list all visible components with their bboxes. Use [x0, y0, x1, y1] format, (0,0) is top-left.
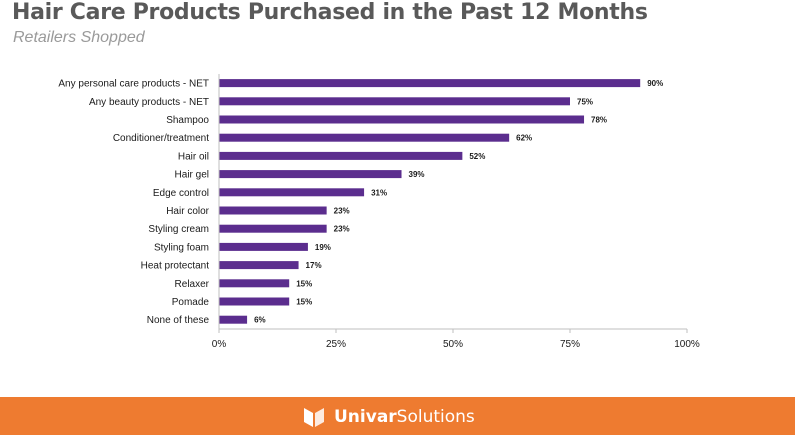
category-label: Any personal care products - NET — [58, 79, 209, 90]
x-tick-label: 0% — [212, 339, 227, 350]
x-tick-label: 50% — [443, 339, 463, 350]
footer-bar: Univar Solutions — [0, 397, 795, 435]
bar — [219, 151, 463, 160]
data-label: 19% — [315, 243, 331, 252]
bar — [219, 261, 299, 270]
bar — [219, 188, 365, 197]
x-tick-label: 25% — [326, 339, 346, 350]
data-label: 52% — [469, 152, 485, 161]
data-label: 15% — [296, 298, 312, 307]
bar — [219, 297, 290, 306]
bar — [219, 224, 327, 233]
category-label: Pomade — [172, 297, 210, 308]
data-label: 90% — [647, 79, 663, 88]
x-tick-label: 75% — [560, 339, 580, 350]
chart-title: Hair Care Products Purchased in the Past… — [12, 0, 648, 25]
bar — [219, 279, 290, 288]
brand-logo: Univar Solutions — [302, 404, 475, 430]
data-label: 15% — [296, 279, 312, 288]
brand-name-solutions: Solutions — [396, 407, 475, 427]
data-label: 31% — [371, 188, 387, 197]
category-label: Hair oil — [178, 151, 209, 162]
data-label: 62% — [516, 134, 532, 143]
category-label: None of these — [147, 315, 210, 326]
category-label: Conditioner/treatment — [113, 133, 209, 144]
category-label: Relaxer — [175, 279, 210, 290]
brand-name-univar: Univar — [334, 407, 397, 427]
bar — [219, 133, 510, 142]
bar — [219, 206, 327, 215]
bar — [219, 170, 402, 179]
data-label: 6% — [254, 316, 266, 325]
data-label: 23% — [334, 225, 350, 234]
bar-chart: Any personal care products - NET 90% Any b… — [58, 74, 700, 350]
bar — [219, 315, 248, 324]
data-label: 17% — [306, 261, 322, 270]
bar — [219, 79, 641, 88]
univar-logo-icon — [304, 408, 324, 427]
category-label: Edge control — [153, 188, 209, 199]
category-label: Heat protectant — [141, 261, 210, 272]
bar — [219, 97, 570, 106]
data-label: 39% — [409, 170, 425, 179]
x-tick-label: 100% — [674, 339, 700, 350]
data-label: 78% — [591, 116, 607, 125]
category-label: Hair color — [166, 206, 209, 217]
bar — [219, 115, 585, 124]
chart-subtitle: Retailers Shopped — [13, 29, 145, 46]
data-label: 75% — [577, 97, 593, 106]
category-label: Any beauty products - NET — [89, 97, 209, 108]
category-label: Shampoo — [166, 115, 209, 126]
category-label: Hair gel — [175, 170, 209, 181]
data-label: 23% — [334, 207, 350, 216]
category-label: Styling foam — [154, 242, 209, 253]
bar — [219, 242, 308, 251]
category-label: Styling cream — [148, 224, 209, 235]
